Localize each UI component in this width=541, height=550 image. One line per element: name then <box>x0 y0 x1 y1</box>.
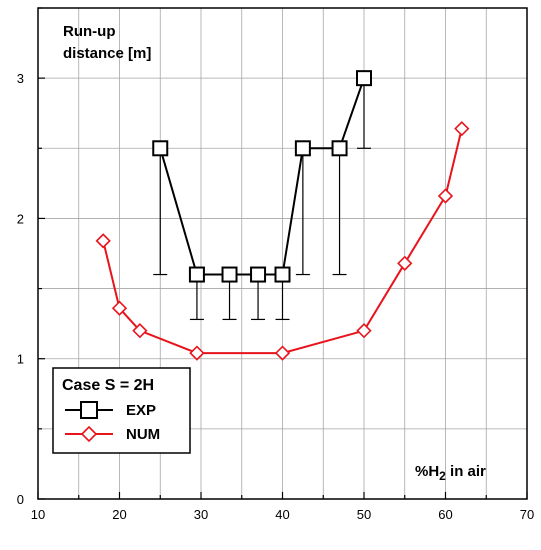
data-point-exp <box>294 140 311 157</box>
data-point-exp <box>356 70 372 87</box>
y-tick-label: 1 <box>17 352 24 367</box>
legend-exp-marker <box>80 401 98 419</box>
x-tick-label: 10 <box>31 507 45 522</box>
y-tick-label: 0 <box>17 492 24 507</box>
series-line-exp <box>159 77 365 276</box>
legend-num-marker <box>80 425 98 443</box>
data-point-exp <box>331 140 348 157</box>
data-point-exp <box>188 266 205 283</box>
data-point-num <box>189 345 205 361</box>
axis-ticks: 10 20 30 40 50 60 70 0 1 2 3 <box>17 7 534 522</box>
x-axis-title-rest: in air <box>446 463 486 480</box>
y-tick-label: 2 <box>17 211 24 226</box>
data-point-num <box>454 121 470 137</box>
data-point-exp <box>274 266 291 283</box>
series-num <box>95 121 470 361</box>
data-point-num <box>437 188 454 204</box>
data-point-exp <box>152 140 169 157</box>
x-tick-label: 70 <box>520 507 534 522</box>
data-point-exp <box>221 266 238 283</box>
data-point-num <box>274 345 291 361</box>
data-point-num <box>95 233 111 249</box>
data-point-num <box>397 255 413 271</box>
y-axis-title-line1: Run-up <box>63 23 115 40</box>
data-point-num <box>132 323 148 339</box>
x-tick-label: 60 <box>438 507 452 522</box>
x-tick-label: 20 <box>112 507 126 522</box>
series-exp <box>152 70 372 321</box>
data-point-exp <box>250 266 267 283</box>
x-tick-label: 40 <box>275 507 289 522</box>
x-tick-label: 30 <box>194 507 208 522</box>
x-axis-title-main: %H <box>415 463 439 480</box>
x-axis-title: %H2 in air <box>415 463 486 483</box>
y-tick-label: 3 <box>17 71 24 86</box>
legend-num-label: NUM <box>126 426 160 443</box>
series-layer <box>95 70 470 361</box>
y-axis-title-line2: distance [m] <box>63 45 151 62</box>
data-point-num <box>111 300 128 316</box>
legend: Case S = 2H EXP NUM <box>52 367 191 454</box>
legend-exp-label: EXP <box>126 402 156 419</box>
legend-title: Case S = 2H <box>62 377 154 394</box>
x-tick-label: 50 <box>357 507 371 522</box>
x-axis-title-sub: 2 <box>439 469 446 483</box>
data-point-num <box>356 323 372 339</box>
